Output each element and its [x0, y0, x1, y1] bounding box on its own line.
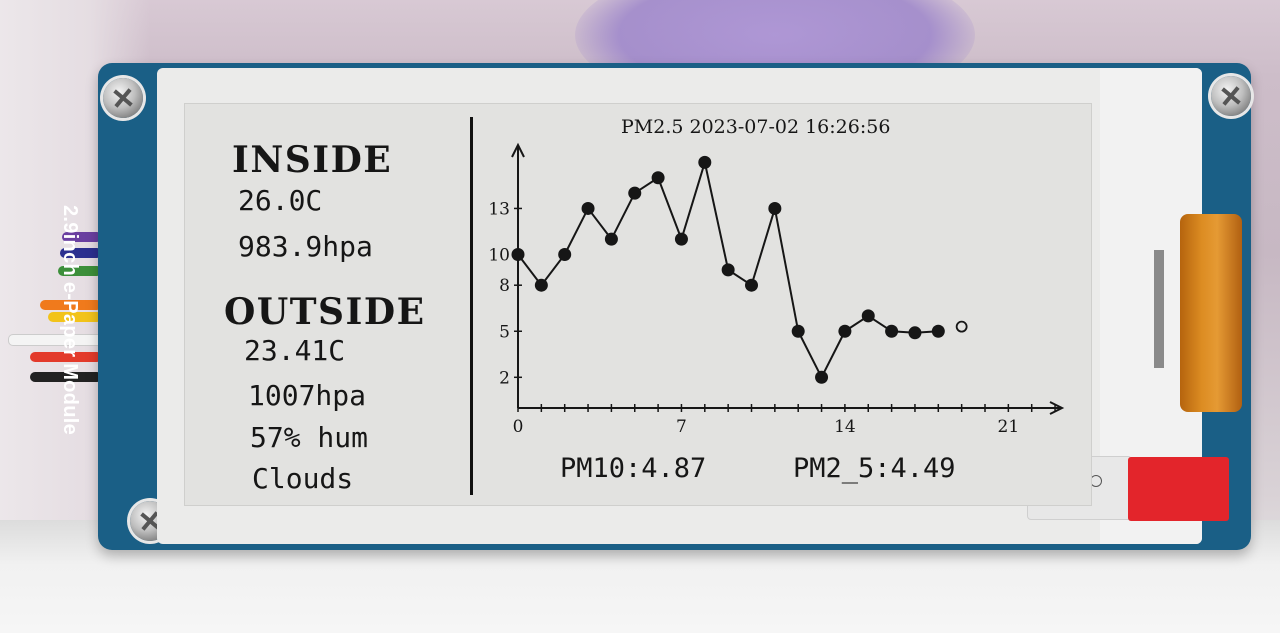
display-glass-mark: [1154, 250, 1164, 368]
chart-title: PM2.5 2023-07-02 16:26:56: [621, 116, 891, 138]
data-point: [581, 201, 595, 215]
wire-yellow: [48, 312, 102, 322]
data-point: [721, 263, 735, 277]
x-tick-label: 21: [998, 417, 1020, 437]
data-point: [651, 171, 665, 185]
y-tick-label: 2: [499, 368, 510, 388]
x-tick-label: 7: [676, 417, 687, 437]
y-tick-label: 13: [488, 199, 510, 219]
wire-red: [30, 352, 102, 362]
wire-green: [58, 266, 102, 276]
screw-top-left: [103, 78, 143, 118]
y-tick-label: 8: [499, 276, 510, 296]
x-axis-arrow: [1049, 401, 1065, 415]
red-tape: [1128, 457, 1229, 521]
y-tick-label: 10: [488, 246, 510, 266]
outside-pressure: 1007hpa: [248, 379, 367, 412]
data-point: [558, 248, 572, 261]
data-point: [511, 248, 525, 261]
outside-heading: OUTSIDE: [224, 291, 426, 333]
wire-black: [30, 372, 102, 382]
data-point: [604, 232, 618, 246]
outside-temperature: 23.41C: [244, 334, 346, 367]
panel-divider: [470, 117, 473, 495]
data-point: [861, 309, 875, 323]
data-point: [815, 370, 829, 384]
x-tick-label: 0: [513, 417, 524, 437]
data-point: [745, 278, 758, 292]
data-point: [791, 324, 805, 338]
outside-condition: Clouds: [252, 462, 354, 495]
data-point: [931, 324, 945, 338]
current-value-marker: [955, 320, 968, 333]
epaper-screen: [184, 103, 1092, 506]
y-tick-label: 5: [499, 322, 510, 342]
flex-ribbon-cable: [1180, 214, 1242, 412]
x-tick-label: 14: [834, 417, 856, 437]
outside-humidity: 57% hum: [250, 421, 369, 454]
data-point: [768, 201, 782, 215]
inside-temperature: 26.0C: [238, 184, 323, 217]
data-point: [885, 324, 899, 338]
inside-pressure: 983.9hpa: [238, 230, 373, 263]
screw-top-right: [1211, 76, 1251, 116]
data-point: [534, 278, 548, 292]
pm25-reading: PM2_5:4.49: [793, 453, 956, 484]
data-point: [908, 326, 922, 340]
pm10-reading: PM10:4.87: [560, 453, 707, 484]
wire-blue: [60, 248, 102, 258]
wire-orange: [40, 300, 102, 310]
data-point: [698, 155, 712, 169]
data-point: [838, 324, 852, 338]
data-point: [628, 186, 642, 200]
wire-purple: [62, 232, 102, 242]
data-point: [674, 232, 688, 246]
y-axis-arrow: [511, 142, 525, 158]
inside-heading: INSIDE: [232, 139, 393, 181]
